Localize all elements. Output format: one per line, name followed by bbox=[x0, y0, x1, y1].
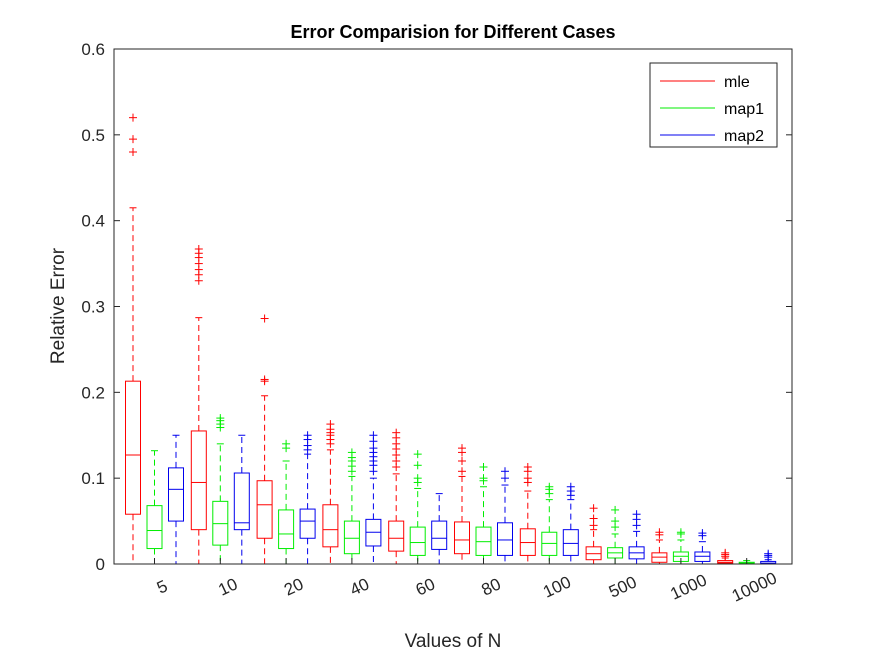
legend-box bbox=[649, 62, 778, 148]
box-map1-20 bbox=[278, 439, 295, 565]
box-iqr bbox=[168, 467, 184, 522]
outlier-marker bbox=[479, 463, 488, 472]
outlier-marker bbox=[282, 439, 291, 448]
box-iqr bbox=[299, 508, 316, 539]
outlier-marker bbox=[523, 463, 532, 472]
outlier-marker bbox=[611, 517, 620, 526]
box-map1-80 bbox=[475, 463, 492, 565]
box-iqr bbox=[431, 520, 448, 550]
outlier-marker bbox=[501, 467, 509, 476]
outlier-marker bbox=[303, 431, 312, 440]
y-tick-label: 0.4 bbox=[81, 212, 105, 231]
outlier-marker bbox=[655, 528, 664, 537]
outlier-marker bbox=[501, 474, 509, 483]
outlier-marker bbox=[194, 244, 203, 253]
outlier-marker bbox=[566, 482, 575, 491]
outlier-marker bbox=[698, 529, 707, 538]
outlier-marker bbox=[347, 448, 356, 457]
box-iqr bbox=[388, 520, 405, 552]
outlier-marker bbox=[589, 514, 598, 523]
y-tick-label: 0.1 bbox=[81, 469, 105, 488]
outlier-marker bbox=[369, 431, 378, 440]
outlier-marker bbox=[764, 549, 773, 558]
box-iqr bbox=[343, 520, 360, 555]
outlier-marker bbox=[721, 548, 730, 557]
box-mle-40 bbox=[322, 420, 339, 565]
box-iqr bbox=[409, 526, 426, 556]
box-mle-100 bbox=[519, 463, 536, 565]
outlier-marker bbox=[413, 474, 422, 483]
y-tick-label: 0.5 bbox=[81, 126, 105, 145]
y-tick-label: 0.2 bbox=[81, 383, 105, 402]
box-map1-40 bbox=[343, 448, 360, 565]
box-iqr bbox=[562, 529, 579, 556]
y-tick-label: 0.6 bbox=[81, 40, 105, 59]
chart-title: Error Comparision for Different Cases bbox=[290, 22, 615, 42]
box-iqr bbox=[190, 430, 207, 531]
outlier-marker bbox=[326, 420, 335, 429]
outlier-marker bbox=[611, 505, 620, 514]
y-axis: 0 0.1 0.2 0.3 0.4 0.5 0.6 bbox=[81, 40, 792, 574]
box-mle-10 bbox=[190, 244, 207, 565]
outlier-marker bbox=[458, 457, 466, 465]
outlier-marker bbox=[392, 428, 401, 437]
box-mle-20 bbox=[256, 314, 273, 565]
outlier-marker bbox=[129, 113, 137, 122]
box-mle-5 bbox=[125, 113, 141, 565]
outlier-marker bbox=[260, 314, 269, 323]
box-map2-80 bbox=[497, 467, 513, 565]
box-iqr bbox=[125, 380, 141, 515]
outlier-marker bbox=[632, 510, 641, 519]
outlier-marker bbox=[369, 444, 378, 453]
legend: mle map1 map2 bbox=[649, 62, 778, 148]
x-axis-label: Values of N bbox=[405, 631, 502, 652]
outlier-marker bbox=[589, 504, 598, 513]
outlier-marker bbox=[413, 461, 422, 470]
box-iqr bbox=[233, 472, 250, 531]
outlier-marker bbox=[260, 375, 269, 384]
box-map2-20 bbox=[299, 431, 316, 565]
y-axis-label: Relative Error bbox=[48, 247, 69, 364]
box-iqr bbox=[454, 521, 470, 555]
outlier-marker bbox=[413, 450, 422, 459]
outlier-marker bbox=[676, 528, 685, 537]
box-iqr bbox=[278, 509, 295, 550]
outlier-marker bbox=[589, 521, 598, 530]
box-map2-100 bbox=[562, 482, 579, 565]
outlier-marker bbox=[479, 474, 488, 483]
legend-label-map1: map1 bbox=[724, 101, 764, 118]
box-mle-500 bbox=[585, 504, 602, 565]
box-iqr bbox=[322, 504, 339, 548]
box-iqr bbox=[256, 480, 273, 539]
outlier-marker bbox=[458, 444, 466, 453]
box-iqr bbox=[497, 522, 513, 556]
outlier-marker bbox=[216, 414, 225, 423]
legend-label-map2: map2 bbox=[724, 128, 764, 145]
legend-label-mle: mle bbox=[724, 74, 750, 91]
outlier-marker bbox=[458, 467, 466, 476]
outlier-marker bbox=[129, 135, 137, 144]
outlier-marker bbox=[129, 148, 137, 156]
box-map2-500 bbox=[628, 510, 645, 565]
box-map2-1000 bbox=[694, 529, 711, 565]
y-tick-label: 0 bbox=[96, 555, 105, 574]
outlier-marker bbox=[545, 482, 554, 491]
outlier-marker bbox=[523, 474, 532, 483]
box-iqr bbox=[146, 505, 163, 550]
y-tick-label: 0.3 bbox=[81, 298, 105, 317]
